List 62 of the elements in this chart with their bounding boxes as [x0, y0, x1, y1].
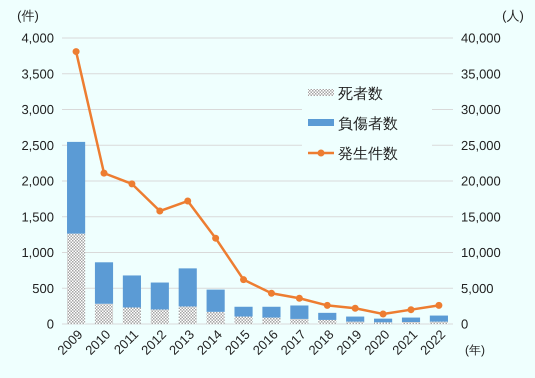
- bar: [178, 268, 197, 306]
- bar: [122, 307, 141, 324]
- y2-tick-label: 20,000: [461, 174, 501, 189]
- point: [268, 290, 275, 297]
- y2-tick-label: 0: [461, 316, 468, 332]
- y2-tick-label: 15,000: [461, 209, 501, 224]
- point: [128, 180, 136, 188]
- point: [72, 48, 80, 56]
- bar: [150, 282, 169, 310]
- y-tick-label: 1,500: [21, 209, 54, 224]
- legend-label: 死者数: [338, 85, 383, 102]
- bar: [67, 142, 86, 234]
- y-tick-label: 1,000: [21, 245, 54, 260]
- y-tick-label: 4,000: [21, 30, 54, 46]
- y-tick-label: 500: [32, 280, 54, 296]
- point: [435, 302, 442, 309]
- bar: [402, 318, 420, 322]
- y-tick-label: 2,000: [21, 174, 54, 189]
- bar: [234, 306, 253, 317]
- point: [100, 170, 108, 177]
- bar: [206, 312, 225, 324]
- y2-axis-title: (人): [502, 8, 524, 23]
- bar: [346, 316, 364, 322]
- bar: [262, 318, 281, 324]
- bar: [262, 306, 281, 318]
- point: [184, 198, 192, 205]
- bar: [94, 262, 114, 304]
- bar: [122, 275, 141, 308]
- bar: [94, 304, 114, 324]
- bar: [430, 316, 448, 322]
- y-tick-label: 2,500: [21, 138, 54, 153]
- bar: [150, 309, 169, 324]
- y2-tick-label: 40,000: [461, 30, 501, 46]
- y-tick-label: 3,000: [21, 102, 54, 118]
- bar: [67, 234, 86, 324]
- y2-tick-label: 5,000: [461, 280, 494, 296]
- y-tick-label: 0: [46, 316, 54, 332]
- y2-tick-label: 30,000: [461, 102, 501, 118]
- y-tick-label: 3,500: [21, 66, 54, 82]
- y-axis-title: (件): [17, 8, 39, 23]
- y2-tick-label: 35,000: [461, 66, 501, 82]
- point: [352, 304, 359, 312]
- bar: [318, 312, 336, 320]
- bar: [318, 320, 336, 324]
- bar: [290, 305, 308, 319]
- bar: [374, 318, 392, 322]
- point: [324, 302, 331, 309]
- bar: [234, 316, 253, 324]
- y2-tick-label: 25,000: [461, 138, 501, 153]
- point: [407, 306, 414, 314]
- bar: [206, 290, 225, 312]
- y2-tick-label: 10,000: [461, 245, 501, 260]
- legend-label: 発生件数: [338, 145, 398, 162]
- point: [212, 234, 220, 242]
- point: [240, 276, 248, 284]
- bar: [178, 306, 197, 324]
- point: [296, 294, 303, 302]
- bar: [290, 318, 308, 324]
- legend-label: 負傷者数: [338, 115, 398, 132]
- point: [156, 208, 164, 215]
- x-axis-title: (年): [465, 343, 485, 357]
- point: [380, 310, 387, 318]
